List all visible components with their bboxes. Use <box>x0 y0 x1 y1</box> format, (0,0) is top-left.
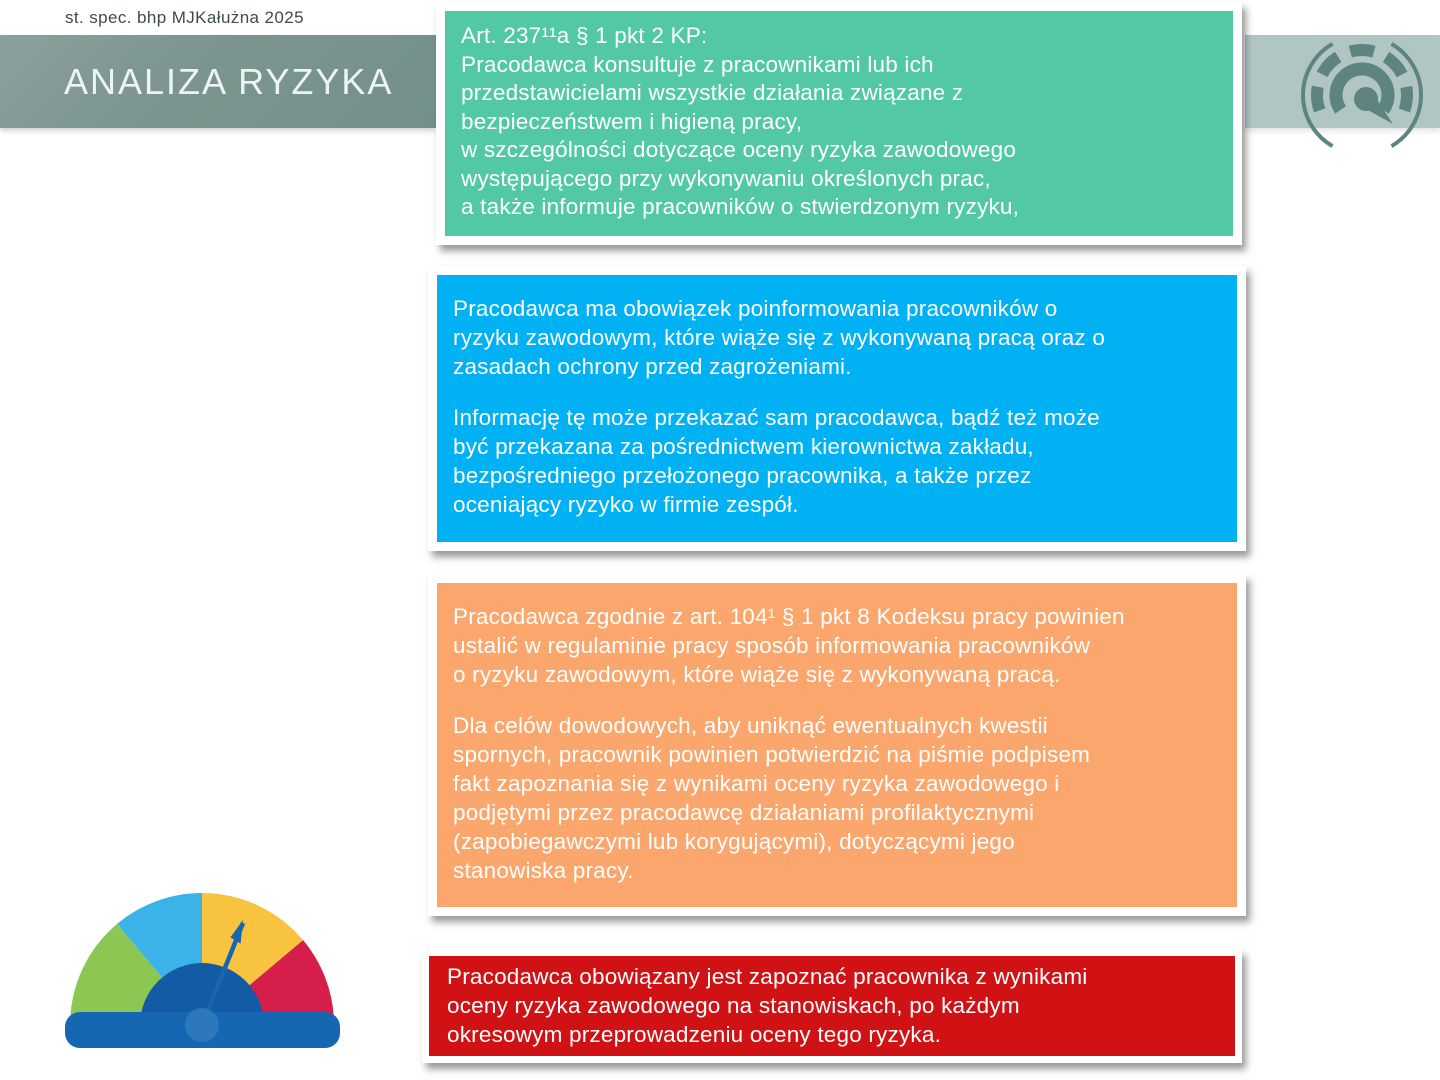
header-bar: ANALIZA RYZYKA <box>0 35 437 128</box>
gauge-icon-needle <box>1359 92 1393 124</box>
speedometer-hub <box>140 963 264 1025</box>
gauge-icon <box>1300 42 1424 148</box>
gauge-icon-tick-arc <box>1311 44 1413 113</box>
textbox-work-regulations: Pracodawca zgodnie z art. 104¹ § 1 pkt 8… <box>428 574 1246 916</box>
textbox-duty-paragraph-1: Pracodawca ma obowiązek poinformowania p… <box>453 296 1106 379</box>
textbox-duty-to-inform: Pracodawca ma obowiązek poinformowania p… <box>428 266 1246 551</box>
textbox-kp-article-text: Art. 237¹¹a § 1 pkt 2 KP: Pracodawca kon… <box>461 23 1020 219</box>
speedometer-graphic <box>65 893 340 1048</box>
textbox-duty-paragraph-2: Informację tę może przekazać sam pracoda… <box>453 405 1100 517</box>
textbox-kp-article: Art. 237¹¹a § 1 pkt 2 KP: Pracodawca kon… <box>436 2 1242 245</box>
textbox-regulations-paragraph-2: Dla celów dowodowych, aby uniknąć ewentu… <box>453 713 1091 883</box>
gauge-icon-ring-right <box>1390 42 1424 148</box>
textbox-periodic-review: Pracodawca obowiązany jest zapoznać prac… <box>422 949 1242 1063</box>
speedometer-needle-arrowhead <box>230 920 243 944</box>
credit-text: st. spec. bhp MJKałużna 2025 <box>65 8 304 27</box>
gauge-icon-dial-arc <box>1329 62 1395 114</box>
speedometer-pivot <box>185 1008 219 1042</box>
gauge-icon-ring-left <box>1300 42 1334 148</box>
page-title: ANALIZA RYZYKA <box>64 60 394 102</box>
textbox-regulations-paragraph-1: Pracodawca zgodnie z art. 104¹ § 1 pkt 8… <box>453 604 1125 687</box>
textbox-periodic-review-text: Pracodawca obowiązany jest zapoznać prac… <box>447 964 1088 1047</box>
